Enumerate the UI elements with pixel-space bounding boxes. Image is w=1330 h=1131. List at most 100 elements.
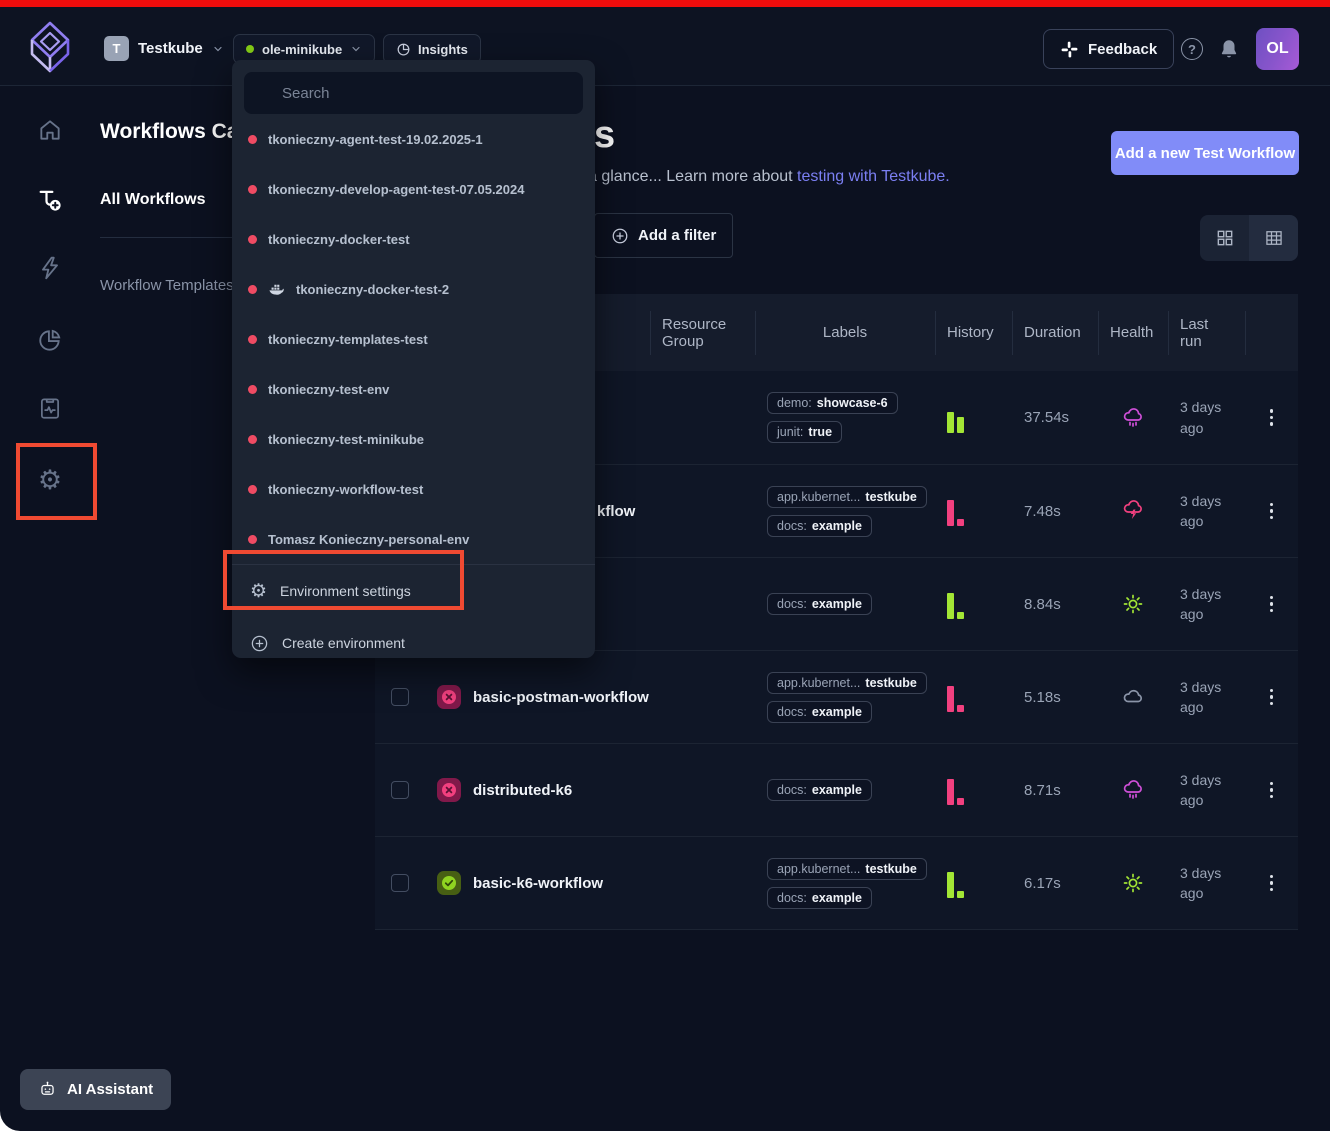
row-checkbox[interactable] [391,874,409,892]
subnav-divider [100,237,245,238]
label-pill: app.kubernet... testkube [767,485,927,508]
notifications-bell-icon[interactable] [1218,37,1240,61]
environment-dot-icon [248,434,257,444]
workflow-name[interactable]: basic-postman-workflow [473,688,649,706]
environment-option[interactable]: tkonieczny-agent-test-19.02.2025-1 [232,114,595,164]
last-run-value: 3 days ago [1180,771,1222,808]
environment-option[interactable]: tkonieczny-workflow-test [232,464,595,514]
workflow-name[interactable]: distributed-k6 [473,781,573,799]
org-selector[interactable]: T Testkube [104,36,224,61]
environment-option-label: tkonieczny-develop-agent-test-07.05.2024 [268,181,525,197]
docker-icon [268,282,285,296]
row-checkbox[interactable] [391,781,409,799]
row-checkbox[interactable] [391,688,409,706]
workflow-name[interactable]: basic-k6-workflow [473,874,604,892]
duration-value: 37.54s [1024,409,1070,426]
create-environment-item[interactable]: Create environment [232,617,595,669]
environment-search-input[interactable] [244,72,583,114]
row-menu-kebab-icon[interactable] [1266,499,1278,524]
ai-assistant-button[interactable]: AI Assistant [20,1069,172,1110]
row-menu-kebab-icon[interactable] [1266,871,1278,896]
health-icon [1121,685,1145,709]
environment-list: tkonieczny-agent-test-19.02.2025-1 tkoni… [232,114,595,564]
last-run-value: 3 days ago [1180,585,1222,622]
row-menu-kebab-icon[interactable] [1266,405,1278,430]
health-icon [1121,778,1145,802]
resource-group-cell [650,744,755,836]
triggers-lightning-icon[interactable] [34,252,66,284]
org-avatar: T [104,36,129,61]
labels-cell: app.kubernet... testkube docs: example [755,837,935,929]
view-toggle [1200,215,1298,261]
help-icon[interactable]: ? [1181,38,1203,60]
health-icon [1121,592,1145,616]
user-avatar[interactable]: OL [1256,28,1299,70]
labels-cell: demo: showcase-6 junit: true [755,371,935,464]
testkube-logo-icon[interactable] [26,19,74,75]
labels-cell: app.kubernet... testkube docs: example [755,465,935,557]
label-pill: docs: example [767,593,872,615]
add-test-workflow-button[interactable]: Add a new Test Workflow [1111,131,1299,175]
label-pill: demo: showcase-6 [767,392,898,414]
sidebar-item-all-workflows[interactable]: All Workflows [100,191,206,208]
dropdown-divider [232,564,595,565]
environment-option[interactable]: tkonieczny-develop-agent-test-07.05.2024 [232,164,595,214]
label-pill: app.kubernet... testkube [767,857,927,880]
environment-option[interactable]: Tomasz Konieczny-personal-env [232,514,595,564]
grid-view-button[interactable] [1200,215,1249,261]
history-bars [947,682,964,712]
health-icon [1121,871,1145,895]
resource-group-cell [650,837,755,929]
workflows-icon[interactable] [34,184,66,216]
environment-option[interactable]: tkonieczny-test-env [232,364,595,414]
environment-option-label: Tomasz Konieczny-personal-env [268,531,470,547]
monitoring-clipboard-icon[interactable] [34,392,66,424]
environment-option-label: tkonieczny-docker-test [268,231,410,247]
environment-option-label: tkonieczny-workflow-test [268,481,424,497]
environment-option[interactable]: tkonieczny-templates-test [232,314,595,364]
row-menu-kebab-icon[interactable] [1266,685,1278,710]
header-last-run: Last run [1168,294,1245,371]
environment-settings-label: Environment settings [280,583,411,599]
header-resource-group: Resource Group [650,294,755,371]
resource-group-cell [650,371,755,464]
pie-chart-icon [397,43,410,55]
environment-dot-icon [248,234,257,244]
settings-gear-icon[interactable]: ⚙ [37,464,63,495]
home-icon[interactable] [34,114,66,146]
testing-with-testkube-link[interactable]: testing with Testkube. [797,168,950,185]
robot-icon [41,1081,54,1095]
table-row[interactable]: basic-postman-workflow app.kubernet... te… [375,650,1298,743]
environment-option-label: tkonieczny-agent-test-19.02.2025-1 [268,131,483,147]
subnav-title: Workflows Cata [100,120,232,143]
workflow-name[interactable]: kflow [597,502,636,520]
duration-value: 5.18s [1024,688,1061,706]
feedback-button[interactable]: Feedback [1043,29,1175,69]
environment-option[interactable]: tkonieczny-docker-test-2 [232,264,595,314]
table-view-button[interactable] [1249,215,1298,261]
label-pill: docs: example [767,886,872,909]
environment-name: ole-minikube [262,41,343,57]
environment-selector[interactable]: ole-minikube [233,34,376,64]
row-menu-kebab-icon[interactable] [1266,592,1278,617]
sidebar-item-workflow-templates[interactable]: Workflow Templates [100,277,234,294]
table-row[interactable]: basic-k6-workflow app.kubernet... testkub… [375,836,1298,929]
environment-dot-icon [248,184,257,194]
environment-dropdown: tkonieczny-agent-test-19.02.2025-1 tkoni… [232,60,595,658]
environment-option[interactable]: tkonieczny-docker-test [232,214,595,264]
environment-option[interactable]: tkonieczny-test-minikube [232,414,595,464]
table-row[interactable]: distributed-k6 docs: example 8.71s 3 days… [375,743,1298,836]
duration-value: 8.71s [1024,781,1061,799]
add-filter-button[interactable]: Add a filter [594,213,734,258]
workflow-status-icon [437,685,461,709]
environment-settings-item[interactable]: ⚙ Environment settings [232,565,595,617]
environment-status-dot [246,45,254,53]
header-history: History [935,294,1012,371]
row-menu-kebab-icon[interactable] [1266,778,1278,803]
insights-pie-icon[interactable] [34,324,66,356]
label-pill: junit: true [767,421,843,443]
top-bar: T Testkube ole-minikube Insights Feedbac… [0,7,1330,86]
history-bars [947,868,964,898]
environment-option-label: tkonieczny-docker-test-2 [296,281,450,297]
history-bars [947,496,964,526]
